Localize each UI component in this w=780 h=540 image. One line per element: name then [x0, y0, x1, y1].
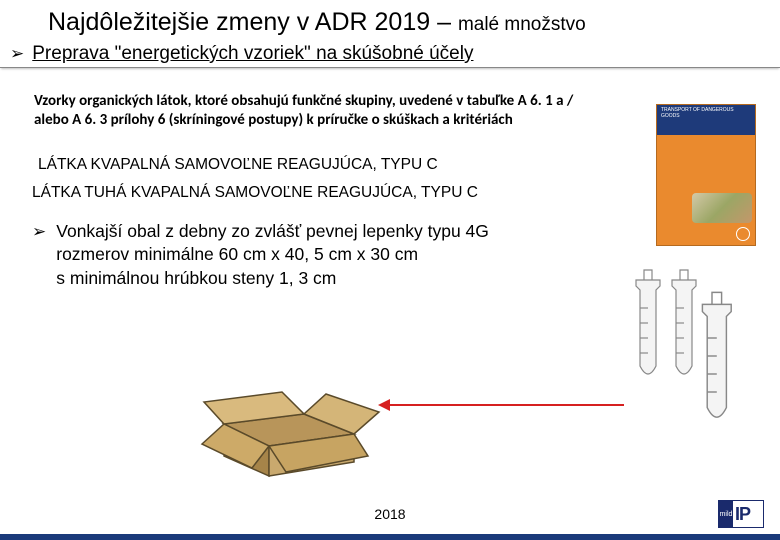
logo-ip-text: IP — [735, 504, 750, 525]
title-main: Najdôležitejšie zmeny v ADR 2019 – — [48, 8, 458, 36]
un-logo-icon — [736, 227, 750, 241]
subtitle-text: Preprava "energetických vzoriek" na skúš… — [32, 43, 473, 65]
book-photo — [692, 193, 752, 223]
bullet-icon: ➢ — [32, 222, 46, 242]
title-small: malé množstvo — [458, 14, 586, 35]
slide-title: Najdôležitejšie zmeny v ADR 2019 – malé … — [0, 0, 780, 41]
cardboard-box-image — [194, 364, 384, 480]
body-paragraph: Vzorky organických látok, ktoré obsahujú… — [0, 70, 640, 130]
outer-line-3: s minimálnou hrúbkou steny 1, 3 cm — [56, 268, 336, 288]
book-title-band: TRANSPORT OF DANGEROUS GOODS — [657, 105, 755, 135]
book-cover-image: TRANSPORT OF DANGEROUS GOODS — [656, 104, 756, 246]
footer-strip — [0, 534, 780, 540]
subtitle-row: ➢ Preprava "energetických vzoriek" na sk… — [0, 41, 780, 68]
test-tubes-image — [626, 268, 736, 438]
red-arrow-icon — [388, 404, 624, 406]
outer-line-1: Vonkajší obal z debny zo zvlášť pevnej l… — [56, 221, 489, 241]
footer-year: 2018 — [374, 506, 405, 522]
footer-logo: mild IP — [718, 500, 764, 528]
logo-small-text: mild — [719, 500, 733, 528]
bullet-icon: ➢ — [10, 44, 24, 64]
outer-line-2: rozmerov minimálne 60 cm x 40, 5 cm x 30… — [56, 244, 418, 264]
outer-packaging-text: Vonkajší obal z debny zo zvlášť pevnej l… — [56, 220, 489, 291]
